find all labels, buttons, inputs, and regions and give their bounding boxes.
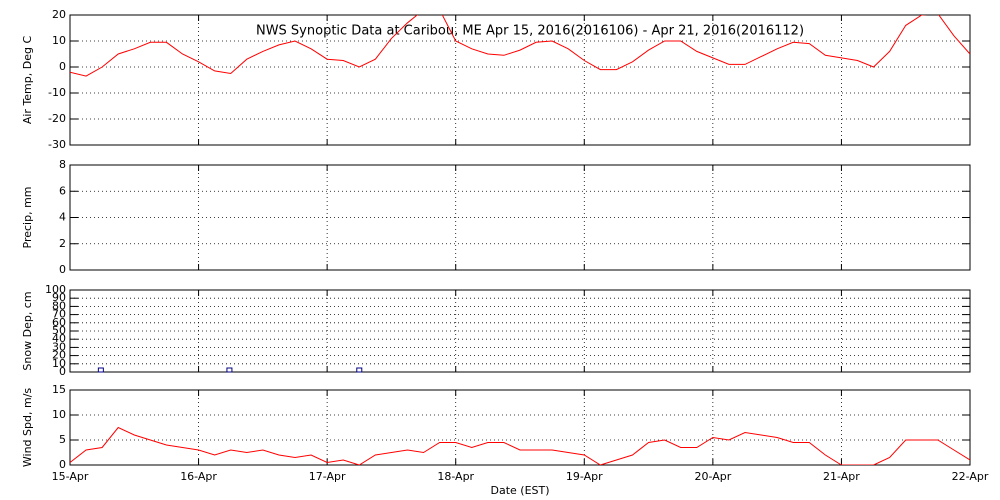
y-axis-label: Precip, mm [21,187,34,249]
y-tick-label: 10 [52,34,66,47]
x-axis-label: Date (EST) [490,484,549,497]
data-line [70,15,970,77]
data-line [70,426,970,465]
data-point [356,367,363,373]
x-tick-label: 15-Apr [52,470,89,483]
y-tick-label: 40 [52,332,66,345]
y-tick-label: 10 [52,357,66,370]
chart-title: NWS Synoptic Data at Caribou, ME Apr 15,… [256,24,804,39]
y-tick-label: 100 [45,283,66,296]
y-tick-label: -20 [48,112,66,125]
data-point [97,367,104,373]
x-tick-label: 19-Apr [566,470,603,483]
x-tick-label: 22-Apr [952,470,989,483]
panel-frame [69,164,971,271]
panel-frame [69,14,971,146]
y-tick-label: 0 [59,458,66,471]
y-tick-label: 0 [59,365,66,378]
y-tick-label: -10 [48,86,66,99]
y-axis-label: Air Temp, Deg C [21,36,34,125]
y-axis-label: Snow Dep, cm [21,291,34,370]
y-tick-label: 2 [59,237,66,250]
y-tick-label: 6 [59,184,66,197]
y-tick-label: 0 [59,60,66,73]
y-tick-label: 20 [52,8,66,21]
y-tick-label: -30 [48,138,66,151]
x-tick-label: 21-Apr [823,470,860,483]
y-tick-label: 10 [52,408,66,421]
y-tick-label: 90 [52,291,66,304]
y-tick-label: 60 [52,316,66,329]
y-tick-label: 20 [52,349,66,362]
y-tick-label: 30 [52,340,66,353]
y-tick-label: 8 [59,158,66,171]
y-tick-label: 5 [59,433,66,446]
x-tick-label: 20-Apr [694,470,731,483]
y-tick-label: 70 [52,308,66,321]
y-tick-label: 80 [52,299,66,312]
x-tick-label: 18-Apr [437,470,474,483]
x-tick-label: 16-Apr [180,470,217,483]
y-axis-label: Wind Spd, m/s [21,388,34,468]
y-tick-label: 15 [52,383,66,396]
y-tick-label: 50 [52,324,66,337]
data-point [226,367,233,373]
panel-frame [69,389,971,466]
y-tick-label: 4 [59,211,66,224]
panel-frame [69,289,971,373]
x-tick-label: 17-Apr [309,470,346,483]
y-tick-label: 0 [59,263,66,276]
